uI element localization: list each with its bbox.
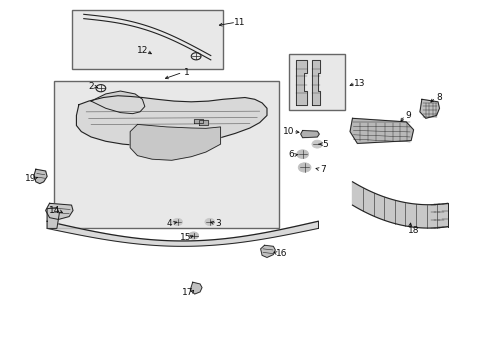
Text: 19: 19 xyxy=(25,174,37,183)
Text: 6: 6 xyxy=(289,150,294,159)
Bar xyxy=(289,54,345,110)
Polygon shape xyxy=(301,131,319,138)
Polygon shape xyxy=(47,208,59,228)
Circle shape xyxy=(297,150,309,158)
Text: 14: 14 xyxy=(49,206,60,215)
Text: 10: 10 xyxy=(283,127,294,136)
Polygon shape xyxy=(47,221,319,246)
Text: 12: 12 xyxy=(137,46,148,55)
Text: 11: 11 xyxy=(234,18,246,27)
Polygon shape xyxy=(34,169,47,184)
Text: 4: 4 xyxy=(167,219,172,228)
Bar xyxy=(194,119,203,123)
Polygon shape xyxy=(296,60,307,105)
Text: 2: 2 xyxy=(88,82,94,91)
Text: 1: 1 xyxy=(183,68,189,77)
Polygon shape xyxy=(261,245,275,257)
Polygon shape xyxy=(91,91,145,114)
Text: 18: 18 xyxy=(408,226,419,235)
Text: 17: 17 xyxy=(182,288,193,297)
Polygon shape xyxy=(76,96,267,145)
Circle shape xyxy=(298,163,311,172)
Polygon shape xyxy=(352,182,448,228)
Polygon shape xyxy=(130,125,220,160)
Circle shape xyxy=(172,219,182,226)
Bar xyxy=(54,81,279,228)
Text: 3: 3 xyxy=(215,219,221,228)
Polygon shape xyxy=(313,60,320,105)
Polygon shape xyxy=(350,118,414,143)
Text: 13: 13 xyxy=(354,79,366,88)
Text: 8: 8 xyxy=(437,93,442,102)
Text: 9: 9 xyxy=(406,111,412,120)
Text: 5: 5 xyxy=(323,140,328,149)
Circle shape xyxy=(189,232,198,239)
Text: 15: 15 xyxy=(180,233,191,242)
Circle shape xyxy=(205,219,215,226)
Text: 7: 7 xyxy=(320,165,326,174)
Text: 16: 16 xyxy=(276,249,288,258)
Bar xyxy=(72,10,223,69)
Polygon shape xyxy=(190,282,202,294)
Polygon shape xyxy=(46,203,73,220)
Circle shape xyxy=(312,140,323,148)
Polygon shape xyxy=(420,99,440,118)
Bar xyxy=(198,121,208,125)
